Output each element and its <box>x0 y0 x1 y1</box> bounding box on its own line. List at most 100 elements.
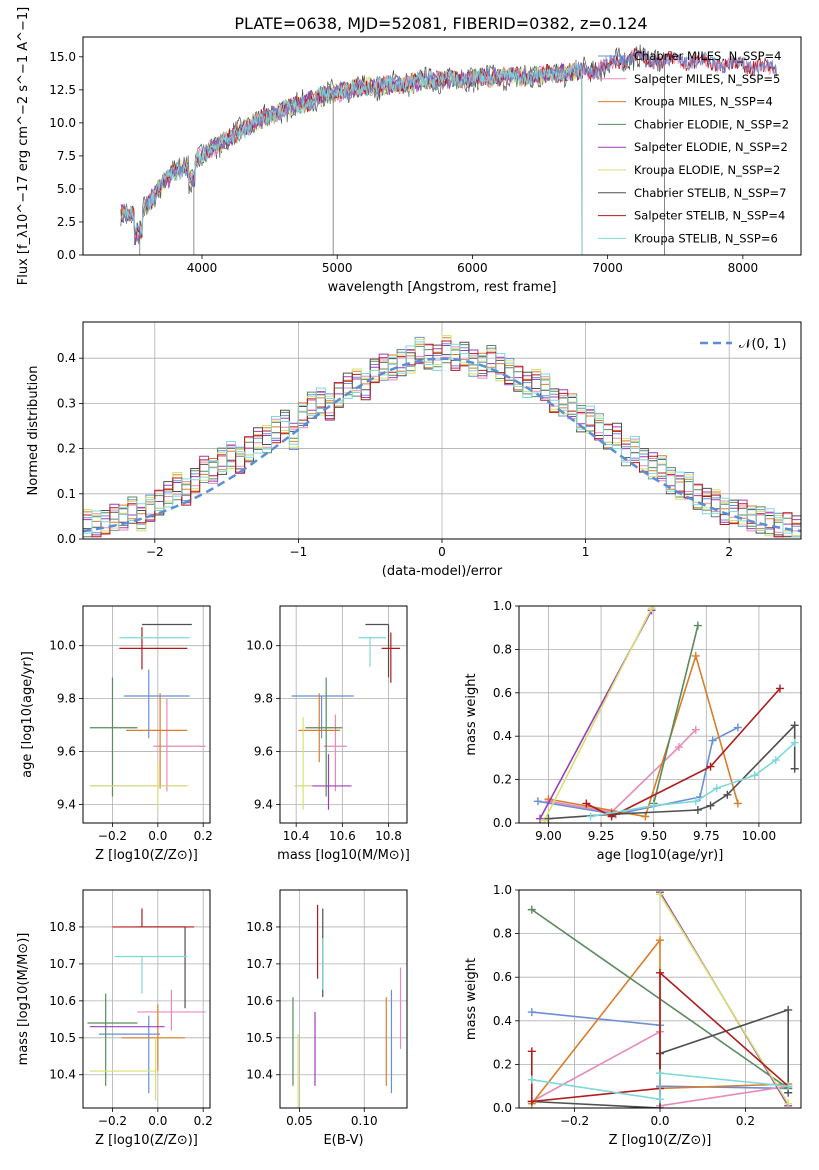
weight-marker <box>540 816 549 823</box>
legend-entry: Salpeter ELODIE, N_SSP=2 <box>634 140 788 154</box>
y-tick-label: 0.0 <box>493 1101 512 1115</box>
weight-marker <box>693 621 702 630</box>
weight-marker <box>607 812 616 821</box>
x-tick-label: 10.8 <box>375 829 402 843</box>
legend-entry: Chabrier MILES, N_SSP=4 <box>634 49 781 63</box>
plot-area <box>89 623 206 810</box>
weight-marker <box>784 1082 793 1091</box>
mass-vs-metallicity-panel: −0.2 0.0 0.2 10.4 10.5 10.6 10.7 10.8 Z [log10(Z… <box>16 889 213 1148</box>
x-tick-label: 0 <box>438 545 446 559</box>
weight-marker <box>527 1097 536 1106</box>
y-tick-label: 10.0 <box>246 639 273 653</box>
plot-area <box>120 44 777 255</box>
x-axis-label: age [log10(age/yr)] <box>597 848 724 863</box>
x-tick-label: 9.00 <box>535 829 562 843</box>
y-axis-label: mass [log10(M/M⊙)] <box>16 933 31 1066</box>
grid <box>519 605 801 824</box>
weight-marker <box>533 797 542 806</box>
y-axis-label: Flux [f_λ10^−17 erg cm^−2 s^−1 A^−1] <box>16 7 31 285</box>
y-tick-label: 9.4 <box>57 797 76 811</box>
axes-frame <box>82 321 802 540</box>
legend-entry: Chabrier STELIB, N_SSP=7 <box>634 186 786 200</box>
histogram-step <box>83 340 801 538</box>
weight-marker <box>536 814 545 823</box>
x-tick-label: 1 <box>582 545 590 559</box>
y-tick-label: 0.0 <box>57 248 76 262</box>
y-tick-label: 0.2 <box>493 1057 512 1071</box>
weight-marker <box>674 743 683 752</box>
y-axis-label: mass weight <box>464 958 479 1040</box>
y-tick-label: 9.6 <box>57 745 76 759</box>
weight-marker <box>527 1008 536 1017</box>
weight-marker <box>790 738 799 747</box>
spectrum-line <box>120 61 583 255</box>
weight-line <box>537 726 739 816</box>
weight-marker <box>712 784 721 793</box>
weight-marker <box>656 890 664 899</box>
axes-frame <box>82 605 211 824</box>
age-vs-metallicity-panel: −0.2 0.0 0.2 9.4 9.6 9.8 10.0 Z [log10(Z/Z⊙)] ag… <box>20 605 213 863</box>
x-axis-label: Z [log10(Z/Z⊙)] <box>609 1133 712 1148</box>
plot-area <box>83 335 801 538</box>
x-tick-label: −1 <box>290 545 308 559</box>
weight-marker <box>647 606 656 613</box>
x-tick-label: −0.2 <box>98 1114 127 1128</box>
weight-marker <box>784 1005 793 1014</box>
normal-curve <box>83 357 801 533</box>
y-tick-label: 9.8 <box>254 692 273 706</box>
weight-marker <box>586 812 595 821</box>
y-tick-label: 10.8 <box>49 920 76 934</box>
weight-marker <box>706 801 715 810</box>
weight-marker <box>656 1069 664 1078</box>
y-tick-label: 10.0 <box>49 116 76 130</box>
legend-entry: 𝒩(0, 1) <box>739 337 786 352</box>
x-axis-label: E(B-V) <box>323 1133 363 1148</box>
y-tick-label: 10.5 <box>246 1031 273 1045</box>
legend-entry: Chabrier ELODIE, N_SSP=2 <box>634 117 789 131</box>
weight-marker <box>527 905 536 914</box>
x-tick-label: 0.2 <box>194 829 213 843</box>
axes-frame <box>82 889 211 1109</box>
weight-marker <box>733 723 742 732</box>
plot-area <box>291 623 401 810</box>
y-tick-label: 12.5 <box>49 83 76 97</box>
y-tick-label: 0.6 <box>493 686 512 700</box>
weight-marker <box>771 756 780 765</box>
weight-line <box>585 687 781 818</box>
spectrum-panel: 4000 5000 6000 7000 8000 0.0 2.5 5.0 7.5 10.0 12.5… <box>16 7 802 295</box>
legend-entry: Salpeter STELIB, N_SSP=4 <box>634 209 785 223</box>
y-tick-label: 10.5 <box>49 1031 76 1045</box>
x-tick-label: 9.75 <box>693 829 720 843</box>
x-tick-label: 10.00 <box>742 829 776 843</box>
weight-marker <box>790 764 799 773</box>
x-tick-label: 8000 <box>728 261 759 275</box>
legend: Chabrier MILES, N_SSP=4 Salpeter MILES, N… <box>598 49 789 245</box>
y-tick-label: 0.2 <box>57 442 76 456</box>
plot-area <box>292 904 402 1108</box>
weight-marker <box>708 736 717 745</box>
weight-marker <box>706 762 715 771</box>
y-tick-label: 9.8 <box>57 692 76 706</box>
histogram-step <box>83 341 801 538</box>
axes-frame <box>518 605 802 824</box>
y-tick-label: 0.3 <box>57 396 76 410</box>
y-tick-label: 10.4 <box>246 1068 273 1082</box>
y-tick-label: 1.0 <box>493 883 512 897</box>
axes-frame <box>518 889 802 1109</box>
legend-entry: Salpeter MILES, N_SSP=5 <box>634 72 780 86</box>
weight-marker <box>641 812 650 821</box>
grid <box>83 890 210 1108</box>
plot-area <box>87 908 206 1101</box>
x-tick-label: 0.0 <box>650 1114 669 1128</box>
y-tick-label: 0.8 <box>493 927 512 941</box>
weight-line <box>531 1072 789 1101</box>
x-tick-label: −0.2 <box>98 829 127 843</box>
x-tick-label: 5000 <box>322 261 353 275</box>
weight-marker <box>527 1047 536 1056</box>
y-tick-label: 0.4 <box>493 729 512 743</box>
weight-marker <box>649 801 658 810</box>
x-tick-label: 6000 <box>457 261 488 275</box>
residuals-panel: −2 −1 0 1 2 0.0 0.1 0.2 0.3 0.4 (data-model)/error… <box>26 321 802 579</box>
y-axis-label: mass weight <box>464 673 479 755</box>
weight-marker <box>693 805 702 814</box>
